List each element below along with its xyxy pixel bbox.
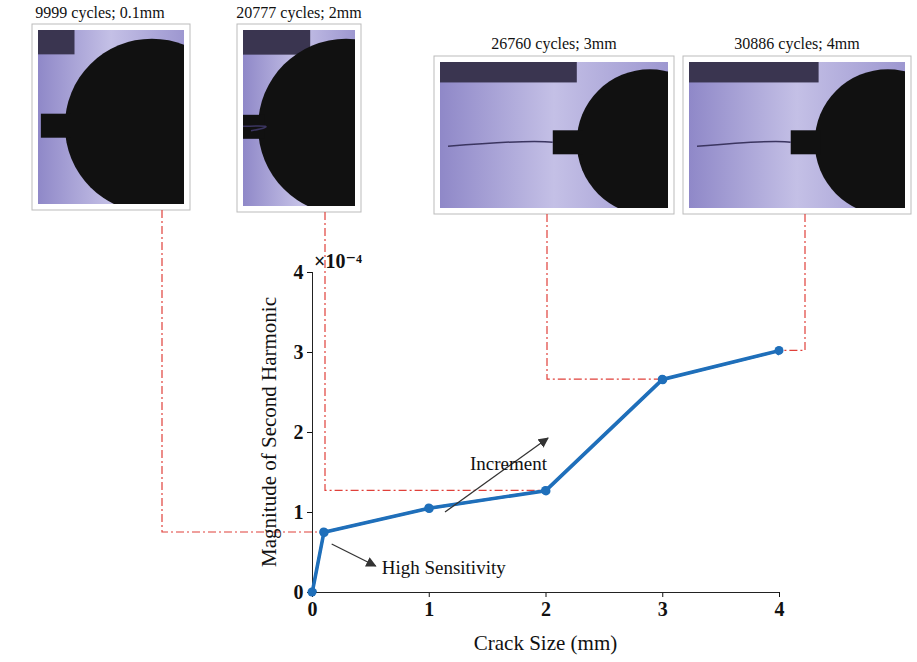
svg-text:Increment: Increment	[470, 453, 548, 474]
svg-text:9999 cycles; 0.1mm: 9999 cycles; 0.1mm	[35, 4, 165, 22]
svg-text:30886 cycles; 4mm: 30886 cycles; 4mm	[734, 35, 860, 53]
svg-text:Magnitude of Second Harmonic: Magnitude of Second Harmonic	[257, 297, 281, 567]
svg-text:4: 4	[775, 598, 785, 620]
svg-text:3: 3	[294, 341, 304, 363]
svg-text:1: 1	[294, 501, 304, 523]
svg-text:4: 4	[294, 261, 304, 283]
svg-text:High Sensitivity: High Sensitivity	[382, 557, 507, 578]
svg-text:Crack Size (mm): Crack Size (mm)	[474, 631, 617, 655]
svg-text:0: 0	[294, 581, 304, 603]
svg-text:0: 0	[308, 598, 318, 620]
svg-text:2: 2	[294, 421, 304, 443]
svg-text:26760 cycles; 3mm: 26760 cycles; 3mm	[491, 35, 617, 53]
svg-text:×10⁻⁴: ×10⁻⁴	[314, 250, 362, 272]
svg-text:2: 2	[541, 598, 551, 620]
svg-text:1: 1	[424, 598, 434, 620]
svg-text:20777 cycles; 2mm: 20777 cycles; 2mm	[236, 4, 362, 22]
svg-text:3: 3	[658, 598, 668, 620]
